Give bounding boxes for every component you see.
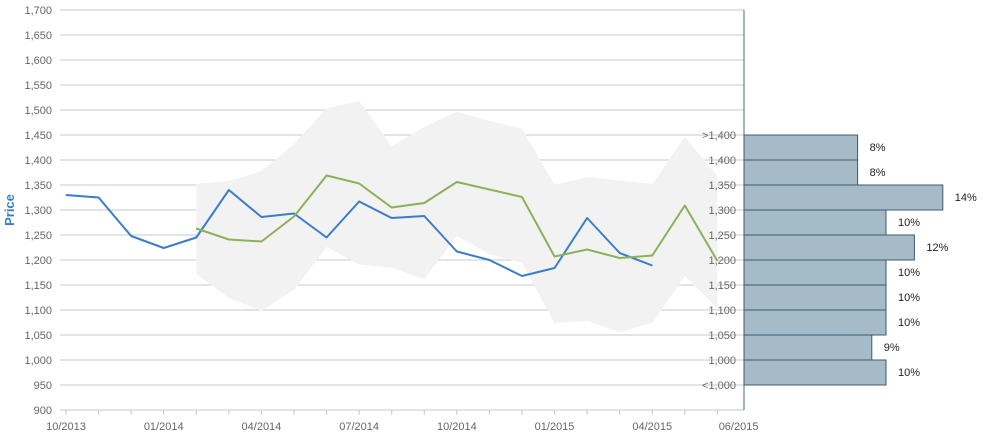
data-point xyxy=(619,257,621,259)
x-tick-label: 07/2014 xyxy=(339,421,379,433)
data-point xyxy=(260,216,262,218)
x-tick-label: 10/2013 xyxy=(46,421,86,433)
y-tick-label: 950 xyxy=(34,380,52,392)
data-point xyxy=(423,202,425,204)
data-point xyxy=(228,239,230,240)
data-point xyxy=(65,194,67,196)
distribution-percent-label: 10% xyxy=(898,217,920,229)
x-tick-label: 01/2015 xyxy=(535,421,575,433)
distribution-percent-label: 10% xyxy=(898,292,920,304)
y-tick-label: 1,100 xyxy=(24,305,52,317)
data-point xyxy=(391,207,393,208)
y-tick-label: 1,400 xyxy=(24,155,52,167)
data-point xyxy=(326,237,328,238)
distribution-bin-label: 1,150 xyxy=(708,280,736,292)
data-point xyxy=(293,213,295,214)
y-tick-label: 1,000 xyxy=(24,355,52,367)
distribution-bin-label: >1,400 xyxy=(702,130,736,142)
distribution-percent-label: 12% xyxy=(926,242,948,254)
series-lines xyxy=(65,174,719,277)
data-point xyxy=(586,217,588,219)
data-point xyxy=(554,256,556,257)
distribution-bin-label: 1,050 xyxy=(708,330,736,342)
distribution-bar xyxy=(743,209,887,236)
data-point xyxy=(521,196,523,198)
y-tick-label: 1,450 xyxy=(24,130,52,142)
data-point xyxy=(716,260,718,262)
data-point xyxy=(554,267,556,269)
x-tick-label: 04/2014 xyxy=(242,421,282,433)
data-point xyxy=(651,255,653,256)
distribution-percent-label: 8% xyxy=(870,142,886,154)
y-tick-label: 1,600 xyxy=(24,55,52,67)
data-point xyxy=(488,189,490,190)
distribution-bar xyxy=(743,234,915,261)
data-point xyxy=(358,201,360,202)
distribution-percent-label: 8% xyxy=(870,167,886,179)
y-tick-label: 900 xyxy=(34,405,52,417)
y-tick-label: 1,050 xyxy=(24,330,52,342)
x-tick-label: 10/2014 xyxy=(437,421,477,433)
data-point xyxy=(586,249,588,250)
distribution-bin-label: 1,100 xyxy=(708,305,736,317)
data-point xyxy=(391,217,393,219)
y-tick-label: 1,250 xyxy=(24,230,52,242)
data-point xyxy=(488,259,490,261)
y-tick-label: 1,500 xyxy=(24,105,52,117)
distribution-bin-label: 1,350 xyxy=(708,180,736,192)
price-distribution: >1,400 8% 1,400 8% 1,350 14% 1,300 10% 1,250 12% 1… xyxy=(702,130,977,392)
y-tick-label: 1,700 xyxy=(24,5,52,17)
distribution-bin-label: 1,400 xyxy=(708,155,736,167)
distribution-bar xyxy=(743,184,944,211)
data-point xyxy=(130,235,132,237)
x-tick-label: 04/2015 xyxy=(632,421,672,433)
distribution-bin-label: 1,300 xyxy=(708,205,736,217)
distribution-bar xyxy=(743,284,887,311)
distribution-bin-label: <1,000 xyxy=(702,380,736,392)
distribution-bar xyxy=(743,359,887,386)
data-point xyxy=(521,275,523,277)
y-tick-label: 1,550 xyxy=(24,80,52,92)
y-tick-label: 1,200 xyxy=(24,255,52,267)
distribution-percent-label: 14% xyxy=(955,192,977,204)
data-point xyxy=(423,215,425,217)
distribution-bar xyxy=(743,334,873,361)
y-tick-label: 1,150 xyxy=(24,280,52,292)
data-point xyxy=(195,228,197,229)
forecast-band-area xyxy=(196,101,718,332)
data-point xyxy=(228,189,230,191)
y-tick-label: 1,650 xyxy=(24,30,52,42)
data-point xyxy=(98,197,100,198)
data-point xyxy=(195,237,197,238)
data-point xyxy=(456,251,458,252)
gridlines xyxy=(60,9,744,411)
data-point xyxy=(293,216,295,217)
data-point xyxy=(651,265,653,266)
distribution-bar xyxy=(743,159,859,186)
forecast-range-band xyxy=(196,101,718,332)
y-tick-label: 1,300 xyxy=(24,205,52,217)
distribution-bin-label: 1,000 xyxy=(708,355,736,367)
distribution-bin-label: 1,250 xyxy=(708,230,736,242)
distribution-percent-label: 10% xyxy=(898,367,920,379)
data-point xyxy=(358,183,360,184)
distribution-percent-label: 10% xyxy=(898,267,920,279)
data-point xyxy=(163,247,165,249)
distribution-bar xyxy=(743,134,859,161)
data-point xyxy=(260,241,262,242)
distribution-bin-label: 1,200 xyxy=(708,255,736,267)
data-point xyxy=(326,175,328,176)
data-point xyxy=(684,205,686,206)
x-tick-label: 06/2015 xyxy=(719,421,759,433)
x-tick-label: 01/2014 xyxy=(144,421,184,433)
distribution-percent-label: 10% xyxy=(898,317,920,329)
y-axis-label: Price xyxy=(2,194,17,226)
distribution-percent-label: 9% xyxy=(884,342,900,354)
distribution-bar xyxy=(743,309,887,336)
distribution-bar xyxy=(743,259,887,286)
data-point xyxy=(619,252,621,254)
data-point xyxy=(456,181,458,183)
y-tick-label: 1,350 xyxy=(24,180,52,192)
